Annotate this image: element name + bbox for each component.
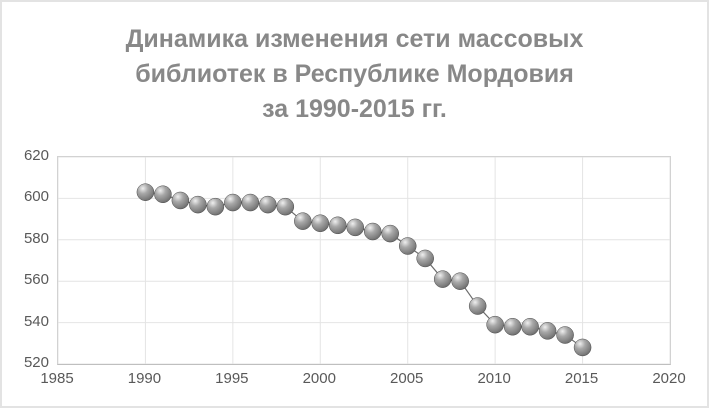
x-axis-label-1985: 1985 — [40, 370, 74, 387]
chart-title-line-2: библиотек в Республике Мордовия — [135, 60, 574, 88]
data-point-1998 — [276, 197, 295, 216]
data-point-1999 — [294, 212, 312, 230]
data-point-2010 — [486, 315, 504, 334]
x-axis-label-2015: 2015 — [564, 370, 599, 387]
data-point-2013 — [538, 322, 557, 340]
chart-title-line-1: Динамика изменения сети массовых — [125, 25, 584, 53]
data-point-1993 — [189, 195, 207, 214]
data-point-1992 — [171, 191, 190, 210]
data-point-2006 — [416, 249, 434, 268]
data-point-2000 — [311, 214, 330, 232]
data-point-2003 — [363, 222, 382, 241]
plot-area — [57, 156, 671, 365]
chart-title-line-3: за 1990-2015 гг. — [262, 95, 447, 123]
y-axis-label-560: 560 — [23, 271, 49, 289]
data-point-2001 — [329, 216, 347, 235]
data-point-1997 — [259, 195, 277, 214]
y-axis-label-600: 600 — [23, 188, 49, 206]
x-axis-label-2000: 2000 — [302, 370, 336, 387]
data-point-2002 — [346, 218, 365, 237]
data-point-1995 — [224, 193, 242, 212]
x-axis-label-2020: 2020 — [652, 370, 686, 387]
y-axis-label-620: 620 — [23, 147, 49, 164]
data-point-2007 — [433, 270, 452, 288]
data-point-1990 — [136, 183, 155, 201]
y-axis-label-540: 540 — [23, 312, 49, 330]
data-point-1991 — [154, 185, 172, 204]
y-axis-label-520: 520 — [23, 354, 49, 371]
x-axis-label-2010: 2010 — [477, 370, 511, 387]
x-axis-label-1990: 1990 — [127, 370, 162, 387]
chart-title: Динамика изменения сети массовых библиот… — [2, 22, 707, 127]
data-point-2014 — [556, 326, 574, 344]
data-point-1996 — [241, 193, 260, 212]
data-point-2004 — [381, 224, 399, 243]
data-point-2015 — [573, 338, 592, 357]
data-point-2008 — [451, 272, 469, 290]
series-plot-svg — [58, 157, 670, 364]
data-point-2012 — [521, 317, 539, 336]
y-axis-label-580: 580 — [23, 229, 49, 247]
x-axis-label-2005: 2005 — [390, 370, 424, 387]
data-point-2009 — [468, 297, 487, 315]
data-point-2011 — [503, 317, 522, 336]
data-point-1994 — [206, 197, 225, 216]
data-point-2005 — [398, 237, 417, 255]
x-axis-label-1995: 1995 — [215, 370, 249, 387]
